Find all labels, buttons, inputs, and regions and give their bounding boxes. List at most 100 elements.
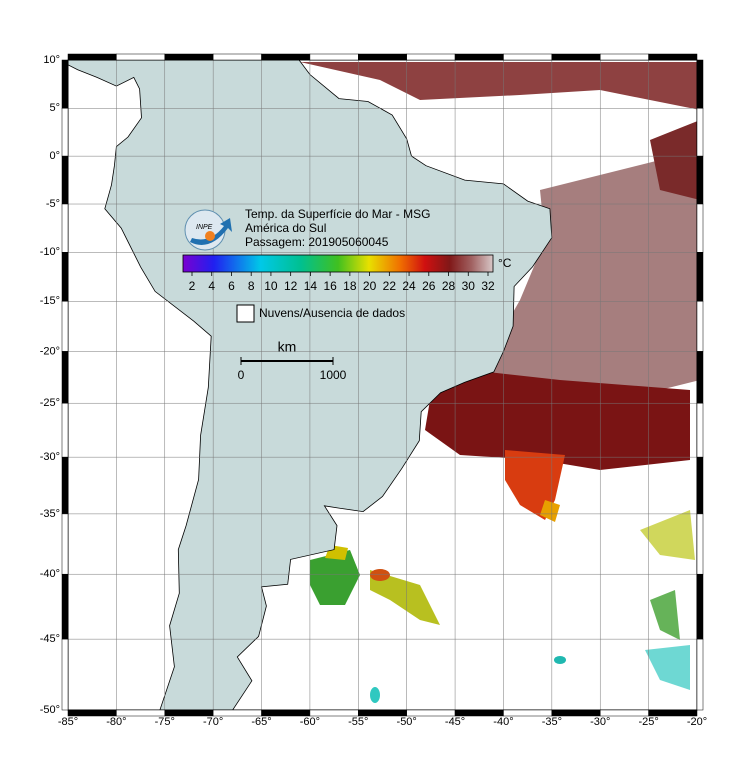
border-segment <box>212 53 262 61</box>
scale-label: 1000 <box>320 368 347 382</box>
colorbar <box>182 254 494 273</box>
lat-tick-label: -40° <box>40 568 60 580</box>
border-segment <box>61 573 69 640</box>
lat-tick-label: -25° <box>40 397 60 409</box>
legend-label: Nuvens/Ausencia de dados <box>259 306 405 320</box>
lat-tick-label: -10° <box>40 246 60 258</box>
lat-tick-label: -45° <box>40 633 60 645</box>
border-segment <box>67 53 117 61</box>
lon-tick-label: -60° <box>300 716 320 728</box>
colorbar-tick-label: 20 <box>363 279 377 293</box>
border-segment <box>648 709 698 717</box>
border-segment <box>61 59 69 109</box>
lat-tick-label: -20° <box>40 345 60 357</box>
lat-tick-label: -5° <box>46 198 60 210</box>
border-segment <box>61 638 69 711</box>
border-segment <box>648 53 698 61</box>
border-segment <box>261 53 311 61</box>
border-segment <box>61 108 69 157</box>
lon-tick-label: -55° <box>348 716 368 728</box>
border-segment <box>696 573 704 640</box>
border-segment <box>116 53 166 61</box>
map-area <box>68 60 697 710</box>
lat-tick-label: -35° <box>40 508 60 520</box>
border-segment <box>61 351 69 404</box>
lon-tick-label: -45° <box>445 716 465 728</box>
scale-unit: km <box>278 339 297 355</box>
scale-label: 0 <box>238 368 245 382</box>
border-segment <box>61 252 69 302</box>
colorbar-tick-label: 12 <box>284 279 298 293</box>
sst-patches <box>300 62 697 703</box>
border-segment <box>696 351 704 404</box>
lon-tick-label: -30° <box>590 716 610 728</box>
colorbar-tick-label: 8 <box>248 279 255 293</box>
lon-tick-label: -70° <box>203 716 223 728</box>
lat-tick-label: 0° <box>49 150 60 162</box>
colorbar-tick-label: 2 <box>189 279 196 293</box>
border-segment <box>309 53 359 61</box>
colorbar-tick-label: 14 <box>304 279 318 293</box>
lon-tick-label: -50° <box>397 716 417 728</box>
lon-tick-label: -20° <box>687 716 707 728</box>
lat-tick-label: -50° <box>40 704 60 716</box>
border-segment <box>61 402 69 458</box>
colorbar-tick-label: 28 <box>442 279 456 293</box>
lon-tick-label: -65° <box>251 716 271 728</box>
lon-tick-label: -40° <box>493 716 513 728</box>
border-segment <box>696 252 704 302</box>
border-segment <box>164 53 214 61</box>
colorbar-tick-label: 6 <box>228 279 235 293</box>
border-segment <box>696 155 704 205</box>
lon-tick-label: -25° <box>638 716 658 728</box>
border-segment <box>61 155 69 205</box>
subtitle-line: América do Sul <box>245 221 326 235</box>
lon-tick-label: -80° <box>106 716 126 728</box>
tick-labels: -85° -80° -75° -70° -65° -60° -55° -50° -45° -40°… <box>40 54 707 728</box>
svg-text:INPE: INPE <box>196 224 213 231</box>
colorbar-unit: °C <box>498 256 512 270</box>
border-segment <box>696 203 704 253</box>
border-segment <box>551 53 601 61</box>
lon-tick-label: -75° <box>155 716 175 728</box>
border-segment <box>503 53 553 61</box>
colorbar-tick-label: 18 <box>343 279 357 293</box>
colorbar-ticks: 2 4 6 8 10 12 14 16 18 20 22 24 26 28 30 32 <box>189 272 495 293</box>
lon-tick-label: -85° <box>58 716 78 728</box>
border-segment <box>696 638 704 711</box>
lat-tick-label: -15° <box>40 295 60 307</box>
colorbar-tick-label: 10 <box>264 279 278 293</box>
colorbar-tick-label: 16 <box>323 279 337 293</box>
frame-border <box>61 53 704 717</box>
border-segment <box>406 53 456 61</box>
border-segment <box>696 301 704 352</box>
border-segment <box>454 53 504 61</box>
colorbar-tick-label: 26 <box>422 279 436 293</box>
border-segment <box>358 53 407 61</box>
colorbar-tick-label: 24 <box>402 279 416 293</box>
colorbar-tick-label: 30 <box>462 279 476 293</box>
border-segment <box>696 59 704 109</box>
pass-line: Passagem: 201905060045 <box>245 235 389 249</box>
border-segment <box>696 402 704 458</box>
colorbar-tick-label: 22 <box>383 279 397 293</box>
lon-tick-label: -35° <box>542 716 562 728</box>
graticule <box>68 60 697 710</box>
lat-tick-label: -30° <box>40 451 60 463</box>
border-segment <box>61 301 69 352</box>
logo: INPE <box>184 209 232 251</box>
colorbar-tick-label: 4 <box>208 279 215 293</box>
lat-tick-label: 10° <box>43 54 60 66</box>
legend-swatch <box>236 304 255 323</box>
border-segment <box>696 108 704 157</box>
border-segment <box>61 456 69 515</box>
border-segment <box>61 203 69 253</box>
colorbar-tick-label: 32 <box>481 279 495 293</box>
border-segment <box>61 513 69 575</box>
lat-tick-label: 5° <box>49 102 60 114</box>
title-line: Temp. da Superfície do Mar - MSG <box>245 207 430 221</box>
border-segment <box>599 53 649 61</box>
border-segment <box>696 513 704 575</box>
border-segment <box>696 456 704 515</box>
